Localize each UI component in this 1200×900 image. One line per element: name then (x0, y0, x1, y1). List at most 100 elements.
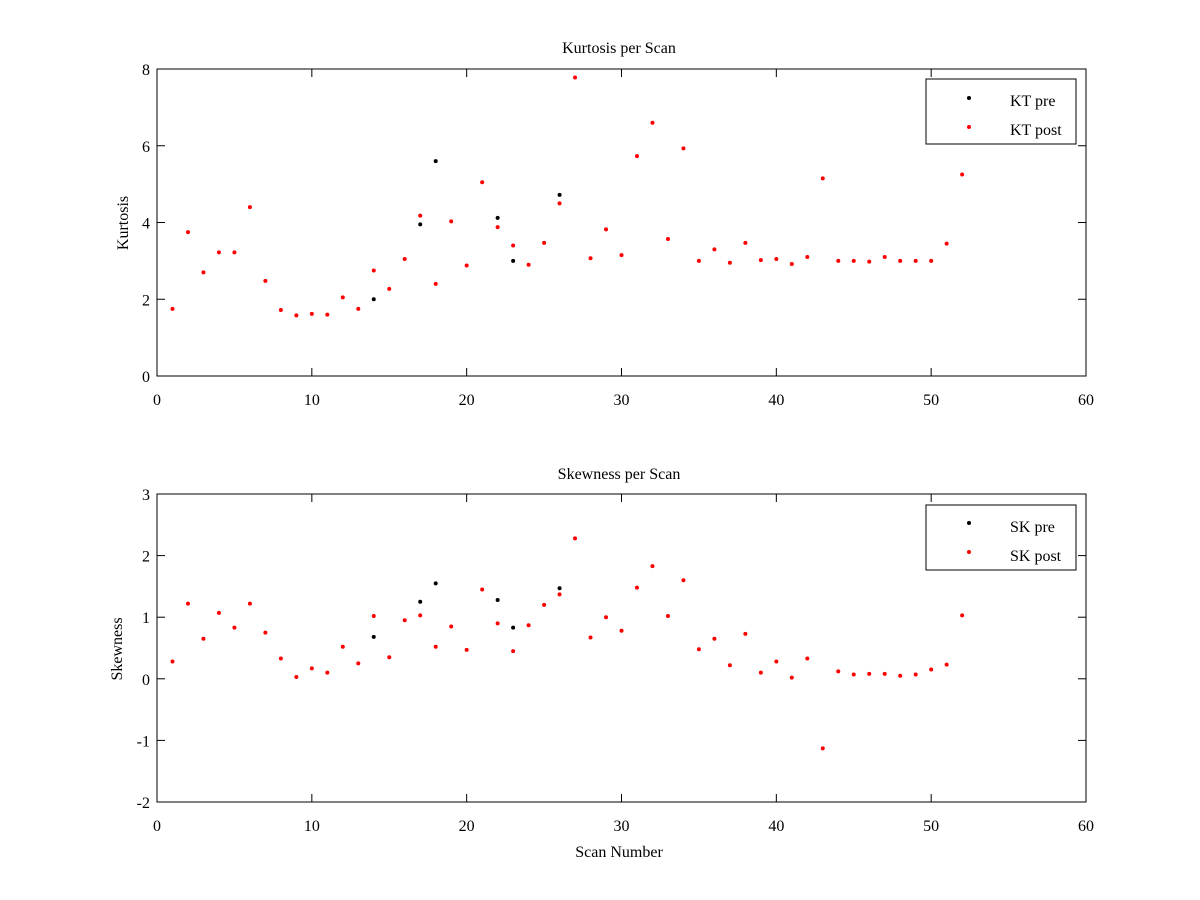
data-point-kt-post (201, 270, 206, 275)
data-point-sk-post (882, 671, 887, 676)
data-point-sk-post (247, 601, 252, 606)
data-point-sk-post (867, 671, 872, 676)
data-point-kt-post (898, 258, 903, 263)
y-tick-label: 3 (142, 487, 150, 504)
data-point-kt-post (325, 312, 330, 317)
legend-box (925, 78, 1077, 145)
data-point-sk-post (170, 659, 175, 664)
data-point-kt-pre (433, 159, 438, 164)
data-point-sk-post (371, 613, 376, 618)
data-point-sk-post (356, 661, 361, 666)
data-point-sk-post (542, 602, 547, 607)
data-point-sk-post (309, 666, 314, 671)
data-point-kt-post (774, 256, 779, 261)
data-point-sk-post (588, 635, 593, 640)
data-point-sk-post (650, 564, 655, 569)
data-point-kt-post (944, 241, 949, 246)
y-tick-label: 4 (142, 216, 150, 233)
data-point-kt-pre (557, 192, 562, 197)
data-point-sk-post (201, 636, 206, 641)
data-point-sk-pre (371, 634, 376, 639)
data-point-kt-post (480, 180, 485, 185)
data-point-sk-post (511, 649, 516, 654)
data-point-sk-post (944, 662, 949, 667)
data-point-kt-post (805, 255, 810, 260)
legend-marker-kt-pre (967, 96, 971, 100)
data-point-sk-post (480, 587, 485, 592)
data-point-sk-post (820, 746, 825, 751)
x-tick-label: 30 (614, 818, 630, 835)
legend: KT pre KT post (925, 78, 1077, 145)
x-tick-label: 0 (153, 392, 161, 409)
data-point-kt-post (263, 278, 268, 283)
data-point-kt-post (882, 255, 887, 260)
y-tick-label: -1 (137, 733, 150, 750)
data-point-sk-pre (511, 625, 516, 630)
data-point-sk-pre (495, 597, 500, 602)
data-point-kt-post (232, 250, 237, 255)
data-point-sk-post (960, 613, 965, 618)
data-point-kt-post (433, 281, 438, 286)
x-tick-label: 40 (768, 818, 784, 835)
data-point-kt-post (185, 230, 190, 235)
x-tick-label: 40 (768, 392, 784, 409)
data-point-sk-post (387, 655, 392, 660)
data-point-sk-post (232, 625, 237, 630)
legend-label-kt-post: KT post (1010, 122, 1062, 139)
data-point-kt-post (789, 261, 794, 266)
data-point-kt-pre (371, 297, 376, 302)
data-point-kt-pre (418, 222, 423, 227)
data-point-kt-post (851, 258, 856, 263)
data-point-kt-post (495, 225, 500, 230)
x-tick-label: 30 (614, 392, 630, 409)
data-point-sk-post (433, 644, 438, 649)
data-point-kt-post (681, 146, 686, 151)
y-tick-label: 8 (142, 62, 150, 79)
x-tick-label: 60 (1078, 818, 1094, 835)
data-point-kt-pre (511, 258, 516, 263)
kurtosis-chart: Kurtosis per Scan Kurtosis 0 10 20 30 40 50 60… (115, 40, 1094, 409)
data-point-sk-post (727, 663, 732, 668)
data-point-sk-post (913, 672, 918, 677)
plot-frame (156, 493, 1087, 803)
legend-marker-sk-post (967, 550, 971, 554)
data-point-kt-post (836, 258, 841, 263)
data-point-sk-post (573, 536, 578, 541)
legend: SK pre SK post (925, 504, 1077, 571)
data-point-sk-post (634, 585, 639, 590)
data-point-sk-post (495, 621, 500, 626)
data-point-kt-post (449, 219, 454, 224)
data-point-sk-post (789, 675, 794, 680)
data-point-sk-post (743, 631, 748, 636)
plot-marks (170, 536, 965, 751)
data-point-kt-post (418, 213, 423, 218)
legend-label-kt-pre: KT pre (1010, 93, 1055, 110)
data-point-sk-post (681, 578, 686, 583)
data-point-kt-post (588, 256, 593, 261)
data-point-sk-post (278, 656, 283, 661)
data-point-kt-post (650, 120, 655, 125)
data-point-kt-post (604, 227, 609, 232)
data-point-kt-post (294, 313, 299, 318)
y-tick-label: 0 (142, 369, 150, 386)
legend-marker-kt-post (967, 125, 971, 129)
x-tick-label: 10 (304, 392, 320, 409)
plot-frame (156, 68, 1087, 377)
data-point-sk-pre (418, 599, 423, 604)
y-tick-label: 1 (142, 610, 150, 627)
skewness-chart: Skewness per Scan Skewness Scan Number 0… (109, 466, 1094, 861)
data-point-kt-post (867, 259, 872, 264)
x-tick-label: 10 (304, 818, 320, 835)
data-point-sk-post (294, 674, 299, 679)
data-point-sk-post (526, 623, 531, 628)
x-tick-label: 60 (1078, 392, 1094, 409)
data-point-kt-post (634, 154, 639, 159)
data-point-kt-post (619, 253, 624, 258)
y-axis-label: Kurtosis (115, 196, 132, 250)
data-point-kt-post (573, 75, 578, 80)
data-point-sk-post (418, 613, 423, 618)
data-point-kt-post (542, 240, 547, 245)
data-point-sk-post (758, 670, 763, 675)
data-point-sk-post (216, 610, 221, 615)
